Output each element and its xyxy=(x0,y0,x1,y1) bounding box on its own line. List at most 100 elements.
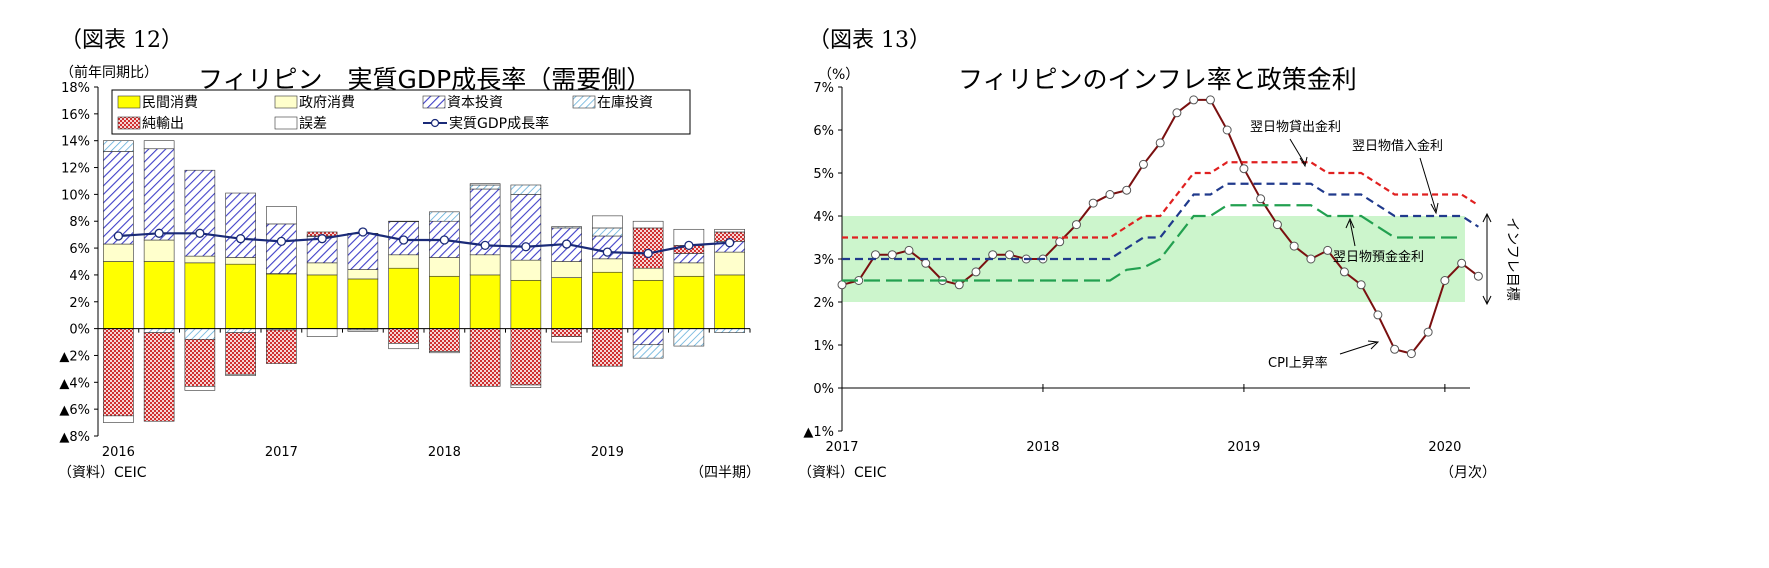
chart13-ylabel: （%） xyxy=(818,67,860,83)
bar-net-exports xyxy=(184,339,216,387)
bar-government-consumption xyxy=(673,262,705,277)
c12-legend-label: 民間消費 xyxy=(142,95,198,111)
cpi-point xyxy=(1239,164,1249,174)
cpi-point xyxy=(1356,280,1366,290)
bar-government-consumption xyxy=(714,251,745,276)
c13-y-tick-label: 0% xyxy=(813,382,834,397)
c12-gdp-line xyxy=(118,230,730,255)
cpi-point xyxy=(1339,267,1349,277)
cpi-point xyxy=(921,258,931,268)
bar-government-consumption xyxy=(103,243,134,262)
bar-inventory xyxy=(551,226,582,229)
c12-gdp-point xyxy=(521,242,531,252)
cpi-point xyxy=(1189,95,1199,105)
bar-inventory xyxy=(184,328,216,340)
bar-private-consumption xyxy=(673,275,705,329)
bar-government-consumption xyxy=(632,267,664,281)
bar-government-consumption xyxy=(143,239,175,262)
c13-x-year-label: 2019 xyxy=(1227,440,1260,455)
bar-inventory xyxy=(592,227,623,237)
cpi-point xyxy=(988,250,998,260)
c12-legend-swatch xyxy=(422,95,446,109)
bar-government-consumption xyxy=(551,261,582,278)
c12-gdp-point xyxy=(398,235,409,245)
bar-private-consumption xyxy=(551,277,582,329)
annotation-deposit-rate-pointer xyxy=(1349,220,1356,247)
cpi-point xyxy=(1088,198,1098,208)
bar-private-consumption xyxy=(632,279,664,329)
c12-legend-swatch xyxy=(117,95,141,109)
bar-private-consumption xyxy=(469,274,501,329)
c12-gdp-point xyxy=(480,240,490,251)
annotation-borrowing-rate: 翌日物借入金利 xyxy=(1352,138,1443,154)
bar-discrepancy xyxy=(347,329,379,332)
annotation-lending-rate-pointer xyxy=(1289,138,1306,165)
bar-capital-investment xyxy=(347,233,379,270)
c12-y-tick-label: ▲4% xyxy=(59,376,90,391)
bar-discrepancy xyxy=(225,373,256,376)
bar-private-consumption xyxy=(266,273,297,329)
cpi-point xyxy=(1105,190,1115,199)
bar-private-consumption xyxy=(306,274,338,329)
bar-discrepancy xyxy=(103,415,134,423)
figure13-label: （図表 13） xyxy=(808,28,931,53)
bar-government-consumption xyxy=(184,255,216,264)
bar-private-consumption xyxy=(347,278,379,329)
bar-private-consumption xyxy=(103,261,134,329)
c13-x-year-label: 2017 xyxy=(825,440,858,455)
chart13-xunit: （月次） xyxy=(1440,465,1496,481)
c12-x-year-label: 2016 xyxy=(102,445,135,460)
bar-capital-investment xyxy=(266,223,297,274)
cpi-point xyxy=(1373,310,1383,320)
c12-y-tick-label: 12% xyxy=(61,162,90,177)
bar-government-consumption xyxy=(225,257,256,265)
c12-y-tick-label: ▲2% xyxy=(59,349,90,364)
bar-capital-investment xyxy=(632,328,664,346)
bar-government-consumption xyxy=(592,258,623,273)
c12-y-tick-label: 14% xyxy=(61,135,90,150)
bar-inventory xyxy=(388,220,419,223)
c12-legend-label: 資本投資 xyxy=(447,95,503,111)
c12-gdp-point xyxy=(154,228,164,238)
bar-inventory xyxy=(429,211,460,222)
bar-discrepancy xyxy=(306,328,338,337)
cpi-point xyxy=(1071,220,1081,230)
cpi-point xyxy=(887,250,897,260)
c12-y-tick-label: 10% xyxy=(61,188,90,203)
bar-net-exports xyxy=(225,332,256,375)
bar-discrepancy xyxy=(469,183,501,186)
annotation-lending-rate-arrowhead xyxy=(1299,156,1308,168)
annotation-cpi: CPI上昇率 xyxy=(1268,355,1328,371)
cpi-point xyxy=(1306,254,1316,264)
c12-x-year-label: 2019 xyxy=(591,445,624,460)
overnight-lending-rate-line xyxy=(842,161,1479,239)
c13-y-tick-label: 4% xyxy=(813,210,834,225)
c12-x-year-label: 2018 xyxy=(428,445,461,460)
annotation-cpi-pointer xyxy=(1339,341,1378,355)
bar-government-consumption xyxy=(469,254,501,276)
c12-gdp-point xyxy=(235,234,246,244)
c13-y-tick-label: 2% xyxy=(813,296,834,311)
bar-net-exports xyxy=(103,328,134,417)
bar-net-exports xyxy=(143,332,175,422)
c12-y-tick-label: ▲8% xyxy=(59,430,90,445)
c12-gdp-point xyxy=(643,248,653,259)
c12-legend-label: 純輸出 xyxy=(142,116,184,132)
chart12-xunit: （四半期） xyxy=(690,465,760,481)
c12-legend-label: 誤差 xyxy=(299,116,327,132)
c12-gdp-point xyxy=(276,236,287,247)
bar-net-exports xyxy=(632,227,664,269)
overnight-borrowing-rate-line xyxy=(842,182,1479,261)
c12-gdp-point xyxy=(195,228,205,238)
cpi-point xyxy=(1172,108,1182,118)
chart13-source: （資料）CEIC xyxy=(798,465,887,481)
bar-inventory xyxy=(632,344,664,359)
c12-y-tick-label: 6% xyxy=(69,242,90,257)
bar-private-consumption xyxy=(429,275,460,329)
cpi-point xyxy=(1138,159,1148,169)
bar-net-exports xyxy=(266,329,297,364)
cpi-point xyxy=(1423,327,1433,337)
annotation-borrowing-rate-pointer xyxy=(1419,157,1437,212)
bar-government-consumption xyxy=(388,254,419,269)
